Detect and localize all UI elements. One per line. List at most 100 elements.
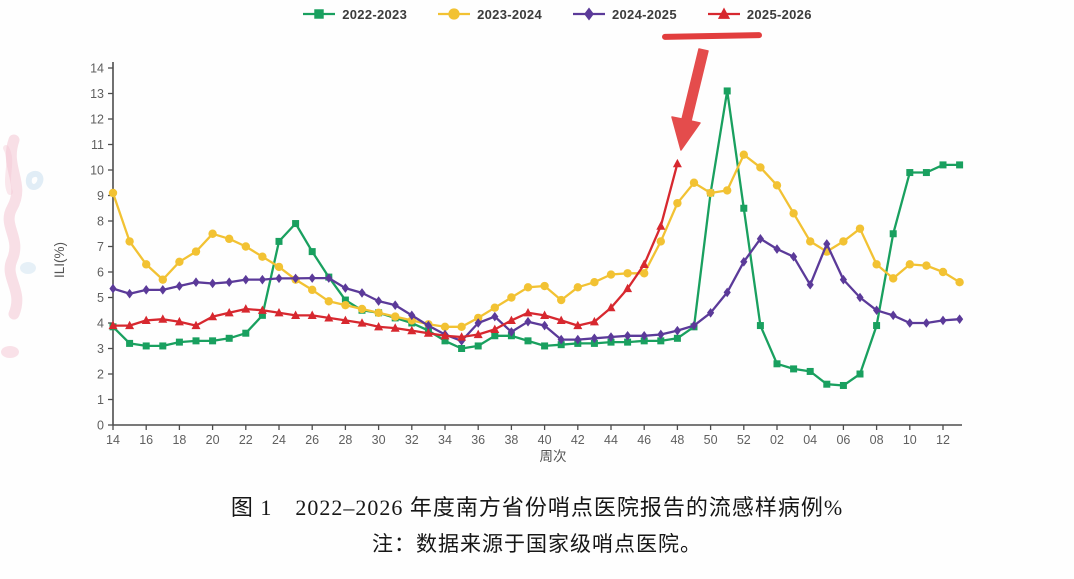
x-tick-label: 52 (737, 433, 751, 447)
x-tick-label: 24 (272, 433, 286, 447)
circle-data-marker-icon (374, 308, 383, 317)
x-tick-label: 34 (438, 433, 452, 447)
triangle-data-marker-icon (423, 328, 433, 337)
circle-data-marker-icon (855, 224, 865, 233)
diamond-data-marker-icon (790, 251, 798, 262)
circle-data-marker-icon (490, 303, 499, 312)
diamond-data-marker-icon (391, 300, 399, 310)
square-data-marker-icon (491, 332, 499, 340)
diamond-data-marker-icon (275, 273, 283, 284)
legend-item-2022-2023: 2022-2023 (302, 6, 407, 22)
x-tick-label: 02 (770, 433, 784, 447)
square-data-marker-icon (740, 204, 748, 212)
y-tick-label: 11 (91, 138, 104, 152)
square-data-marker-icon (458, 345, 466, 352)
circle-data-marker-icon (623, 269, 632, 278)
diamond-data-marker-icon (939, 315, 947, 326)
circle-data-marker-icon (922, 261, 931, 270)
diamond-data-marker-icon (524, 316, 532, 327)
legend-label: 2024-2025 (612, 6, 677, 22)
y-tick-label: 4 (97, 317, 104, 331)
triangle-data-marker-icon (108, 320, 118, 330)
diamond-data-marker-icon (657, 329, 665, 340)
square-data-marker-icon (242, 329, 250, 337)
y-tick-label: 10 (90, 164, 104, 178)
diamond-data-marker-icon (723, 287, 731, 298)
square-data-marker-icon (474, 342, 482, 350)
x-tick-label: 18 (172, 433, 186, 447)
series-line-2023-2024 (111, 153, 961, 328)
chart-legend: 2022-2023 2023-2024 2024-2025 2025-2026 (20, 6, 1074, 22)
square-data-marker-icon (956, 161, 964, 169)
triangle-data-marker-icon (224, 308, 234, 317)
circle-data-marker-icon (540, 281, 549, 291)
x-tick-label: 38 (504, 433, 518, 447)
square-data-marker-icon (557, 341, 565, 349)
circle-data-marker-icon (391, 312, 400, 321)
x-tick-label: 14 (106, 433, 120, 447)
triangle-data-marker-icon (639, 259, 649, 268)
square-data-marker-icon (889, 230, 897, 238)
diamond-data-marker-icon (889, 310, 897, 321)
circle-data-marker-icon (142, 260, 151, 269)
circle-data-marker-icon (789, 209, 798, 218)
legend-item-2023-2024: 2023-2024 (437, 6, 542, 22)
diamond-data-marker-icon (740, 257, 748, 267)
circle-data-marker-icon (573, 283, 582, 292)
x-tick-label: 30 (372, 433, 386, 447)
square-data-marker-icon (209, 337, 217, 345)
circle-data-marker-icon (889, 274, 898, 283)
legend-item-2025-2026: 2025-2026 (707, 6, 812, 22)
figure-note: 注：数据来源于国家级哨点医院。 (372, 532, 702, 556)
diamond-data-marker-icon (956, 314, 964, 324)
diamond-data-marker-icon (308, 273, 316, 283)
triangle-data-marker-icon (606, 302, 616, 312)
circle-data-marker-icon (673, 198, 682, 208)
circle-data-marker-icon (440, 322, 450, 332)
circle-data-marker-icon (557, 295, 566, 305)
triangle-data-marker-icon (158, 314, 168, 323)
diamond-data-marker-icon (640, 330, 648, 341)
circle-data-marker-icon (208, 229, 217, 238)
circle-data-marker-icon (108, 188, 118, 198)
circle-data-marker-icon (739, 150, 748, 159)
triangle-data-marker-icon (540, 310, 550, 319)
y-tick-label: 5 (97, 291, 104, 305)
triangle-data-marker-icon (291, 310, 301, 319)
diamond-data-marker-icon (424, 320, 432, 331)
diamond-data-marker-icon (906, 318, 914, 328)
circle-data-marker-icon (158, 275, 167, 284)
triangle-data-marker-icon (523, 308, 533, 317)
diamond-data-marker-icon (507, 327, 515, 337)
watermark-scribble (1, 134, 44, 358)
circle-data-marker-icon (872, 260, 881, 269)
diamond-data-marker-icon (375, 296, 383, 306)
diamond-data-marker-icon (624, 330, 632, 341)
x-tick-label: 04 (803, 433, 817, 447)
triangle-data-marker-icon (407, 325, 417, 335)
triangle-data-marker-icon (174, 316, 184, 326)
x-tick-label: 42 (571, 433, 585, 447)
circle-data-marker-icon (689, 178, 699, 187)
diamond-data-marker-icon (756, 234, 764, 244)
square-data-marker-icon (806, 367, 814, 375)
square-data-marker-icon (192, 337, 200, 345)
triangle-data-marker-icon (623, 283, 633, 293)
x-axis-title: 周次 (540, 449, 567, 464)
y-tick-label: 2 (97, 368, 104, 382)
x-tick-label: 26 (305, 433, 319, 447)
circle-data-marker-icon (357, 304, 367, 314)
circle-data-marker-icon (241, 242, 250, 251)
diamond-legend-marker-icon (584, 7, 594, 21)
circle-data-marker-icon (308, 285, 317, 295)
circle-data-marker-icon (640, 269, 649, 278)
square-data-marker-icon (258, 311, 266, 319)
diamond-data-marker-icon (225, 277, 233, 287)
diamond-data-marker-icon (873, 305, 881, 316)
x-tick-label: 20 (206, 433, 220, 447)
triangle-data-marker-icon (589, 316, 599, 326)
square-data-marker-icon (292, 220, 300, 228)
legend-label: 2025-2026 (746, 6, 812, 22)
x-tick-label: 48 (670, 433, 684, 447)
